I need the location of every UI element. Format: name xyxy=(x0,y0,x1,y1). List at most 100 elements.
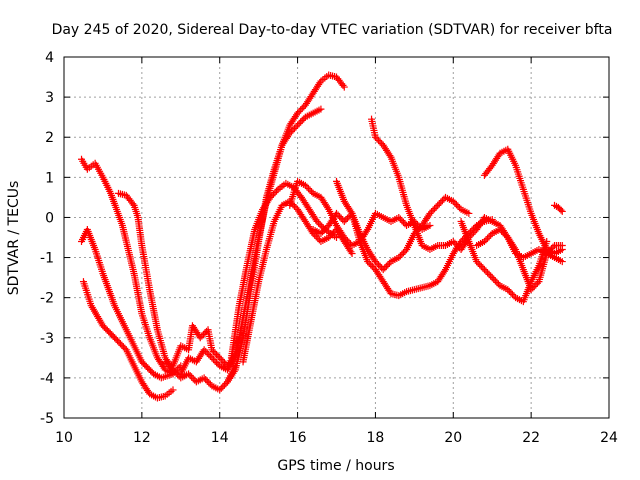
data-point xyxy=(211,357,219,365)
data-point xyxy=(435,200,443,208)
data-point xyxy=(287,128,295,136)
data-point xyxy=(300,115,308,123)
data-point xyxy=(451,239,459,247)
data-point xyxy=(205,379,213,387)
data-point xyxy=(379,266,387,274)
data-point xyxy=(337,214,345,222)
data-point xyxy=(316,79,324,87)
data-point xyxy=(426,221,434,229)
data-point xyxy=(493,278,501,286)
data-point xyxy=(373,259,381,267)
data-point xyxy=(429,206,437,214)
data-point xyxy=(164,361,172,369)
series-track-j xyxy=(239,197,356,366)
data-point xyxy=(334,211,342,219)
x-tick-label: 24 xyxy=(600,430,618,446)
x-tick-label: 16 xyxy=(289,430,307,446)
data-point xyxy=(269,190,277,198)
y-axis-label: SDTVAR / TECUs xyxy=(6,181,22,296)
data-point xyxy=(298,104,306,112)
data-point xyxy=(438,197,446,205)
data-point xyxy=(217,355,225,363)
data-point xyxy=(440,267,448,275)
data-point xyxy=(196,334,204,342)
data-point xyxy=(322,225,330,233)
data-point xyxy=(289,126,297,134)
data-point xyxy=(206,352,214,360)
data-point xyxy=(375,136,383,144)
data-point xyxy=(465,209,473,217)
data-point xyxy=(294,109,302,117)
data-point xyxy=(214,360,222,368)
data-point xyxy=(449,197,457,205)
data-point xyxy=(306,186,314,194)
data-point xyxy=(373,135,381,143)
data-point xyxy=(376,138,384,146)
data-point xyxy=(174,371,182,379)
series-track-r xyxy=(551,201,566,215)
data-point xyxy=(213,351,221,359)
data-point xyxy=(347,208,355,216)
data-point xyxy=(557,206,565,214)
y-tick-label: -4 xyxy=(40,371,54,387)
data-point xyxy=(200,374,208,382)
data-point xyxy=(487,272,495,280)
data-point xyxy=(342,216,350,224)
data-point xyxy=(384,261,392,269)
data-point xyxy=(558,246,566,254)
data-point xyxy=(286,129,294,137)
data-point xyxy=(189,375,197,383)
data-point xyxy=(507,289,515,297)
series-track-a xyxy=(78,155,177,378)
series-track-o xyxy=(473,225,566,294)
y-tick-label: 3 xyxy=(45,90,54,106)
data-point xyxy=(480,266,488,274)
data-point xyxy=(491,277,499,285)
data-point xyxy=(298,116,306,124)
data-point xyxy=(508,290,516,298)
data-point xyxy=(200,346,208,354)
data-point xyxy=(301,181,309,189)
data-point xyxy=(208,346,216,354)
data-point xyxy=(340,234,348,241)
data-point xyxy=(484,234,492,242)
data-point xyxy=(474,259,482,267)
y-tick-label: -1 xyxy=(40,251,54,267)
series-track-p xyxy=(480,145,566,258)
data-point xyxy=(201,329,209,337)
data-point xyxy=(214,352,222,360)
data-point xyxy=(452,201,460,209)
series-track-c xyxy=(79,278,177,402)
data-point xyxy=(313,217,321,225)
data-point xyxy=(326,232,334,240)
data-point xyxy=(396,252,404,260)
data-point xyxy=(340,217,348,225)
data-point xyxy=(213,359,221,367)
data-point xyxy=(219,383,227,391)
data-point xyxy=(273,187,281,195)
x-tick-label: 18 xyxy=(367,430,385,446)
y-tick-label: -2 xyxy=(40,291,54,307)
data-point xyxy=(202,347,210,355)
data-point xyxy=(485,270,493,278)
x-tick-label: 14 xyxy=(211,430,229,446)
data-point xyxy=(470,229,478,237)
data-point xyxy=(487,231,495,239)
series-track-b xyxy=(78,225,185,382)
data-point xyxy=(290,202,298,210)
plot-frame xyxy=(63,56,610,419)
data-point xyxy=(348,250,356,258)
data-point xyxy=(294,121,302,129)
data-point xyxy=(496,225,504,233)
data-point xyxy=(216,386,224,394)
data-point xyxy=(342,235,350,243)
data-point xyxy=(381,264,389,272)
data-point xyxy=(427,208,435,216)
data-point xyxy=(209,347,217,355)
data-point xyxy=(365,259,373,267)
data-point xyxy=(363,227,371,235)
y-tick-label: 2 xyxy=(45,130,54,146)
data-point xyxy=(504,286,512,294)
data-point xyxy=(217,384,225,392)
series-track-f xyxy=(169,322,243,370)
